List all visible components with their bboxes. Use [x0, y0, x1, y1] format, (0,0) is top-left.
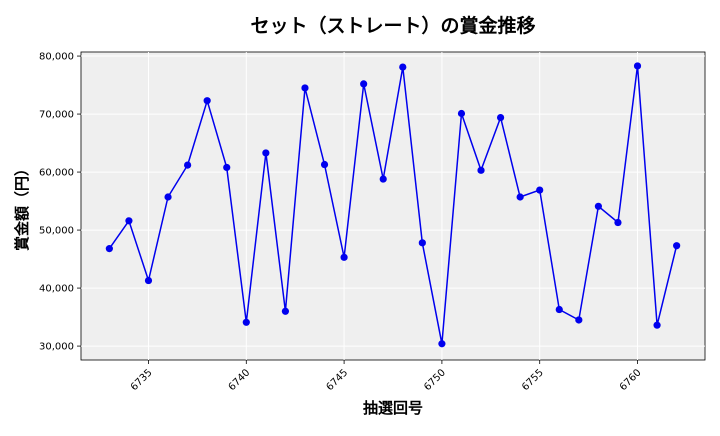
data-point [575, 316, 583, 324]
data-point [594, 202, 602, 210]
x-tick-label: 6740 [227, 367, 253, 393]
data-point [203, 97, 211, 105]
data-point [301, 84, 309, 92]
data-point [496, 113, 505, 122]
y-tick-label: 30,000 [39, 342, 74, 353]
data-point [164, 193, 172, 201]
y-tick-label: 70,000 [39, 110, 74, 121]
y-axis-label: 賞金額（円） [13, 161, 31, 251]
grid [81, 52, 705, 360]
data-point [144, 276, 153, 285]
data-point [438, 340, 446, 348]
data-point [223, 163, 231, 172]
data-point [477, 166, 485, 174]
data-point [399, 63, 407, 71]
y-tick-label: 40,000 [39, 284, 74, 295]
data-point [184, 161, 192, 169]
data-point [262, 149, 270, 157]
data-point [105, 245, 113, 253]
data-point [242, 318, 250, 326]
series-line [108, 65, 678, 344]
x-axis-label: 抽選回号 [363, 399, 423, 417]
data-point [516, 193, 524, 201]
x-tick-label: 6755 [520, 367, 546, 393]
data-point [614, 218, 622, 227]
data-point [673, 242, 681, 250]
chart-title: セット（ストレート）の賞金推移 [250, 14, 535, 37]
x-tick-label: 6750 [422, 367, 448, 393]
x-tick-label: 6760 [618, 367, 644, 393]
series [105, 62, 681, 348]
data-point [653, 321, 661, 329]
data-point [457, 109, 466, 118]
data-point [555, 305, 563, 314]
data-point [125, 217, 133, 225]
x-tick-label: 6745 [324, 367, 350, 393]
data-point [320, 160, 329, 169]
data-point [340, 253, 348, 261]
y-tick-label: 60,000 [39, 168, 74, 179]
x-tick-label: 6735 [129, 367, 155, 393]
data-point [379, 175, 387, 183]
data-point [536, 186, 544, 194]
data-point [633, 62, 642, 70]
data-point [281, 307, 290, 315]
y-tick-label: 50,000 [39, 226, 74, 237]
y-tick-label: 80,000 [39, 52, 74, 63]
data-point [360, 80, 368, 88]
data-point [418, 239, 426, 247]
plot-area [80, 51, 706, 361]
